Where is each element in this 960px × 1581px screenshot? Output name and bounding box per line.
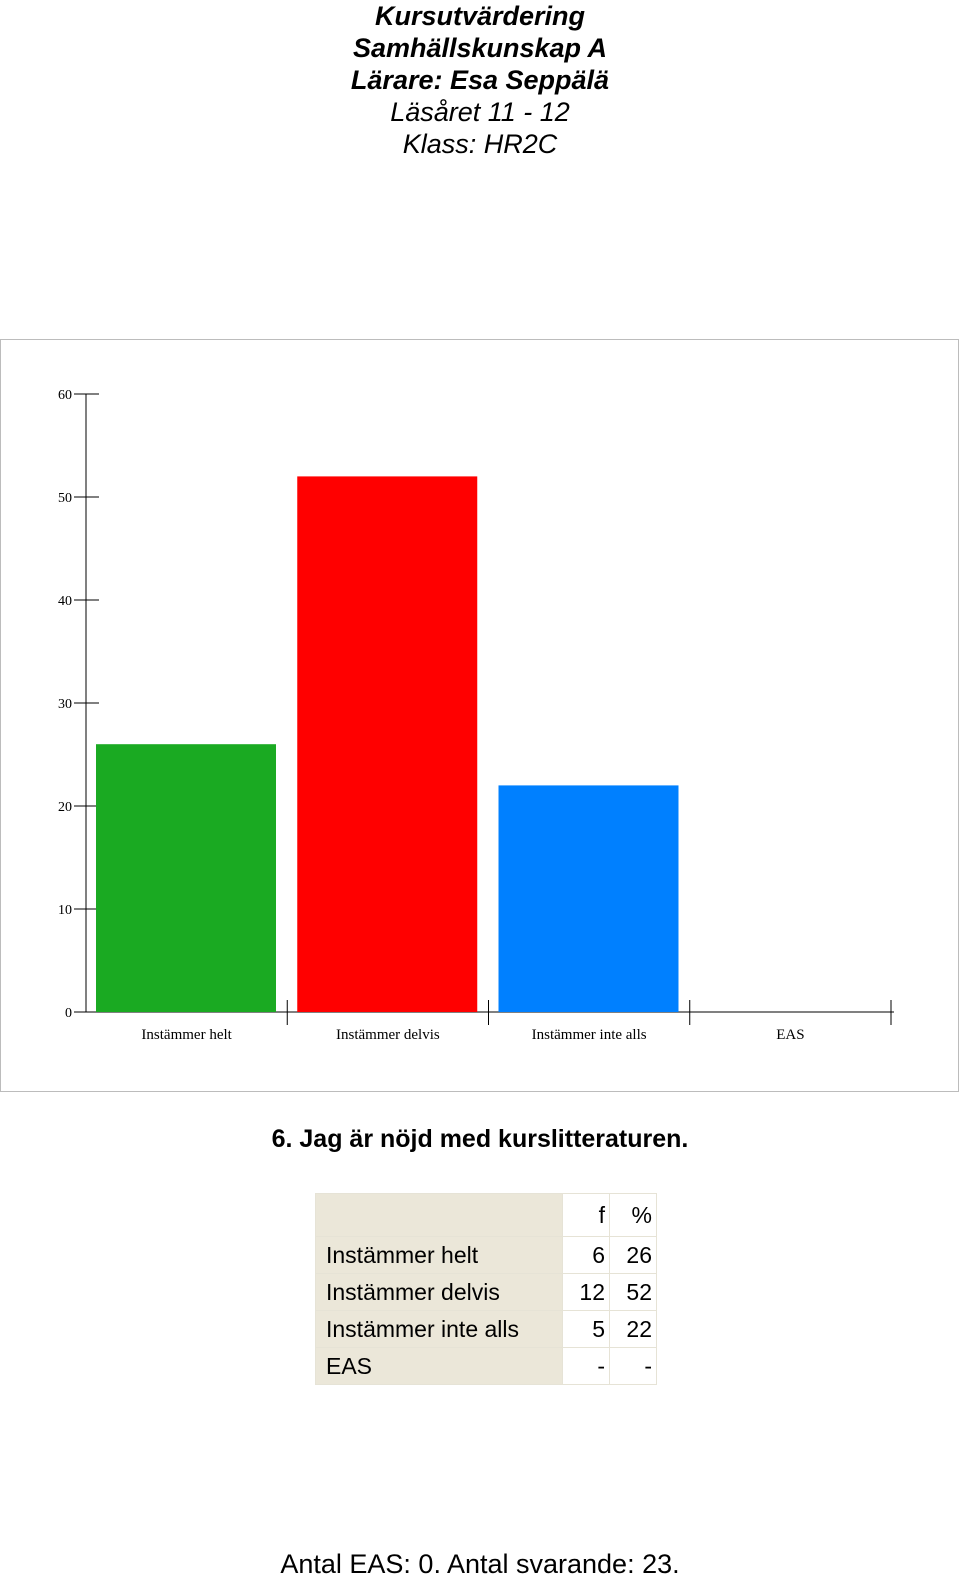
table-corner xyxy=(315,1193,563,1237)
y-tick-label: 20 xyxy=(58,800,72,815)
row-percent: - xyxy=(609,1347,657,1385)
row-label: Instämmer delvis xyxy=(315,1273,563,1311)
report-header: Kursutvärdering Samhällskunskap A Lärare… xyxy=(0,0,960,160)
row-percent: 26 xyxy=(609,1236,657,1274)
school-year: Läsåret 11 - 12 xyxy=(390,97,570,127)
teacher-name: Lärare: Esa Seppälä xyxy=(350,65,610,95)
row-f: 6 xyxy=(562,1236,610,1274)
row-f: 12 xyxy=(562,1273,610,1311)
x-category-label: Instämmer delvis xyxy=(336,1027,440,1043)
row-f: 5 xyxy=(562,1310,610,1348)
bar xyxy=(297,476,478,1012)
x-category-label: Instämmer helt xyxy=(141,1027,232,1043)
course-name: Samhällskunskap A xyxy=(352,33,608,63)
bar xyxy=(498,785,679,1012)
frequency-table: f % Instämmer helt 6 26 Instämmer delvis… xyxy=(315,1193,657,1385)
x-category-label: EAS xyxy=(776,1027,804,1043)
bar xyxy=(96,744,276,1012)
y-tick-label: 60 xyxy=(58,388,72,403)
table-row: Instämmer helt 6 26 xyxy=(315,1236,657,1274)
row-f: - xyxy=(562,1347,610,1385)
row-label: Instämmer inte alls xyxy=(315,1310,563,1348)
row-label: Instämmer helt xyxy=(315,1236,563,1274)
column-header-f: f xyxy=(562,1193,610,1237)
row-label: EAS xyxy=(315,1347,563,1385)
column-header-percent: % xyxy=(609,1193,657,1237)
class-name: Klass: HR2C xyxy=(402,129,558,159)
response-summary: Antal EAS: 0. Antal svarande: 23. xyxy=(280,1549,680,1579)
table-header-row: f % xyxy=(315,1193,657,1237)
table-row: EAS - - xyxy=(315,1347,657,1385)
table-row: Instämmer delvis 12 52 xyxy=(315,1273,657,1311)
report-title: Kursutvärdering xyxy=(374,1,586,31)
y-tick-label: 30 xyxy=(58,697,72,712)
y-tick-label: 0 xyxy=(65,1006,72,1021)
x-category-label: Instämmer inte alls xyxy=(532,1027,647,1043)
bar-chart: 0 10 20 30 40 50 60 Instämmer helt Instämmer del… xyxy=(0,339,959,1092)
y-tick-label: 50 xyxy=(58,491,72,506)
row-percent: 52 xyxy=(609,1273,657,1311)
y-tick-label: 40 xyxy=(58,594,72,609)
question-text: 6. Jag är nöjd med kurslitteraturen. xyxy=(271,1125,689,1153)
row-percent: 22 xyxy=(609,1310,657,1348)
y-tick-label: 10 xyxy=(58,903,72,918)
table-row: Instämmer inte alls 5 22 xyxy=(315,1310,657,1348)
chart-canvas: 0 10 20 30 40 50 60 Instämmer helt Instämmer del… xyxy=(58,388,894,1043)
